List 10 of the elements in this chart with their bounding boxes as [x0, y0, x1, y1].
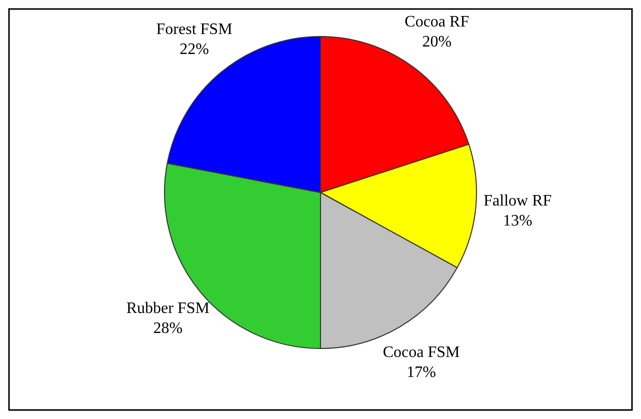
data-label: 20% [422, 34, 452, 51]
data-label: 13% [502, 212, 532, 230]
slice-label: Forest FSM [156, 21, 232, 38]
slice-label: Rubber FSM [126, 300, 210, 317]
data-label: 28% [153, 320, 183, 337]
slice-label: Cocoa RF [404, 14, 470, 31]
slice-label: Fallow RF [484, 192, 552, 210]
data-label: 22% [180, 41, 209, 58]
data-label: 17% [406, 364, 436, 382]
slice-label: Cocoa FSM [382, 344, 460, 362]
